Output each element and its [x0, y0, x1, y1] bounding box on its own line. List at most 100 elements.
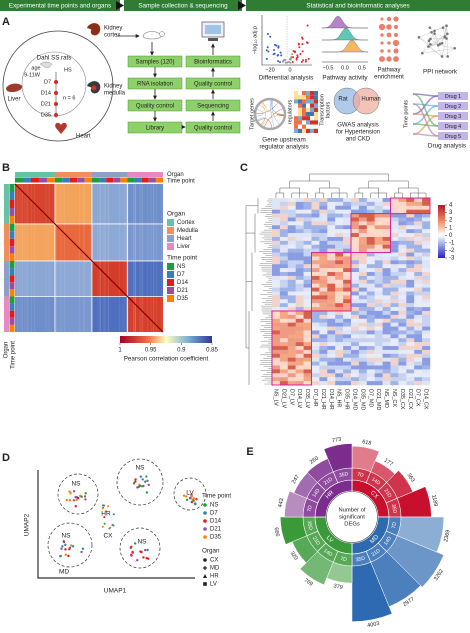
umap-point — [190, 494, 194, 498]
heatmap-cell — [295, 279, 304, 284]
colorbar-tick-label: -2 — [449, 248, 455, 254]
heatmap-cell — [390, 217, 399, 222]
heatmap-cell — [319, 236, 328, 242]
umap-point — [140, 550, 143, 554]
tf-cell — [298, 112, 302, 117]
heatmap-cell — [295, 381, 304, 386]
umap-point — [84, 498, 87, 501]
heatmap-cell — [343, 268, 352, 273]
heatmap-cell — [398, 357, 407, 362]
legend-swatch — [167, 227, 174, 234]
header-arrow — [238, 1, 246, 10]
heatmap-cell — [327, 353, 336, 358]
time-annotation — [62, 177, 70, 183]
heatmap-cell — [382, 209, 391, 214]
time-annotation — [9, 317, 15, 325]
heatmap-cell — [358, 229, 367, 234]
volcano-dot — [296, 54, 299, 57]
heatmap-cell — [287, 369, 296, 374]
heatmap-cell — [351, 233, 360, 238]
heatmap-cell — [382, 268, 391, 273]
heatmap-cell — [382, 373, 391, 378]
heatmap-cell — [366, 268, 375, 273]
heatmap-cell — [414, 287, 423, 292]
heatmap-cell — [366, 291, 375, 296]
heatmap-cell — [335, 291, 344, 296]
heatmap-cell — [406, 373, 415, 378]
heatmap-cell — [366, 275, 375, 281]
panel-letter: E — [246, 446, 253, 458]
heatmap-cell — [287, 272, 296, 277]
venn-circle — [352, 87, 380, 115]
heatmap-cell — [287, 373, 296, 378]
heatmap-cell — [390, 248, 399, 253]
heatmap-cell — [295, 291, 304, 296]
heatmap-cell — [398, 248, 407, 253]
heatmap-cell — [303, 342, 312, 347]
heatmap-cell — [358, 217, 367, 222]
heatmap-cell — [422, 318, 431, 323]
umap-point — [132, 482, 136, 485]
heatmap-cell — [319, 287, 328, 292]
heatmap-cell — [311, 256, 320, 261]
umap-point — [144, 548, 147, 552]
heatmap-cell — [295, 310, 304, 316]
heatmap-cell — [414, 229, 423, 234]
heatmap-cell — [272, 361, 281, 366]
heatmap-cell — [366, 264, 375, 269]
tf-cell — [302, 103, 306, 108]
heatmap-cell — [327, 381, 336, 386]
heatmap-cell — [343, 236, 352, 242]
tf-cell — [302, 116, 306, 121]
heatmap-cell — [398, 268, 407, 273]
umap-point — [134, 480, 137, 483]
heatmap-cell — [287, 307, 296, 312]
umap-point — [84, 492, 87, 495]
heatmap-cell — [279, 252, 288, 257]
label: HS — [64, 67, 72, 73]
label: GWAS analysis — [337, 123, 378, 129]
heatmap-cell — [358, 221, 367, 226]
heatmap-cell — [279, 279, 288, 284]
heatmap-cell — [287, 338, 296, 343]
heatmap-cell — [358, 283, 367, 288]
volcano-dot — [273, 52, 276, 55]
legend-marker — [203, 558, 207, 562]
heatmap-cell — [414, 221, 423, 226]
heatmap-cell — [366, 381, 375, 386]
value-label: 4003 — [367, 621, 380, 629]
value-label: 260 — [309, 456, 320, 466]
label: Organ — [167, 172, 184, 178]
heatmap-cell — [319, 310, 328, 316]
heatmap-cell — [382, 272, 391, 277]
ppi-node — [430, 30, 433, 34]
heatmap-block — [54, 260, 92, 297]
heatmap-cell — [343, 377, 352, 382]
label: D21 — [41, 101, 51, 107]
label: −20 — [265, 67, 274, 73]
heatmap-cell — [287, 205, 296, 210]
volcano-dot — [290, 55, 293, 58]
enrichment-dot — [386, 56, 392, 62]
category-label: 14D — [370, 476, 381, 486]
heatmap-cell — [287, 240, 296, 245]
heatmap-cell — [319, 244, 328, 249]
heatmap-cell — [311, 236, 320, 242]
heatmap-cell — [343, 201, 352, 206]
workflow-label: Quality control — [136, 103, 174, 109]
heatmap-cell — [351, 201, 360, 206]
label: Target genes — [249, 98, 255, 130]
heatmap-cell — [311, 240, 320, 245]
heatmap-cell — [279, 272, 288, 277]
time-annotation — [9, 324, 15, 332]
heatmap-cell — [414, 307, 423, 312]
heatmap-cell — [272, 275, 281, 281]
heatmap-cell — [398, 236, 407, 242]
time-annotation — [84, 177, 92, 183]
heatmap-cell — [335, 260, 344, 265]
heatmap-cell — [279, 334, 288, 339]
heatmap-cell — [382, 217, 391, 222]
heatmap-cell — [382, 240, 391, 245]
heatmap-cell — [279, 256, 288, 261]
